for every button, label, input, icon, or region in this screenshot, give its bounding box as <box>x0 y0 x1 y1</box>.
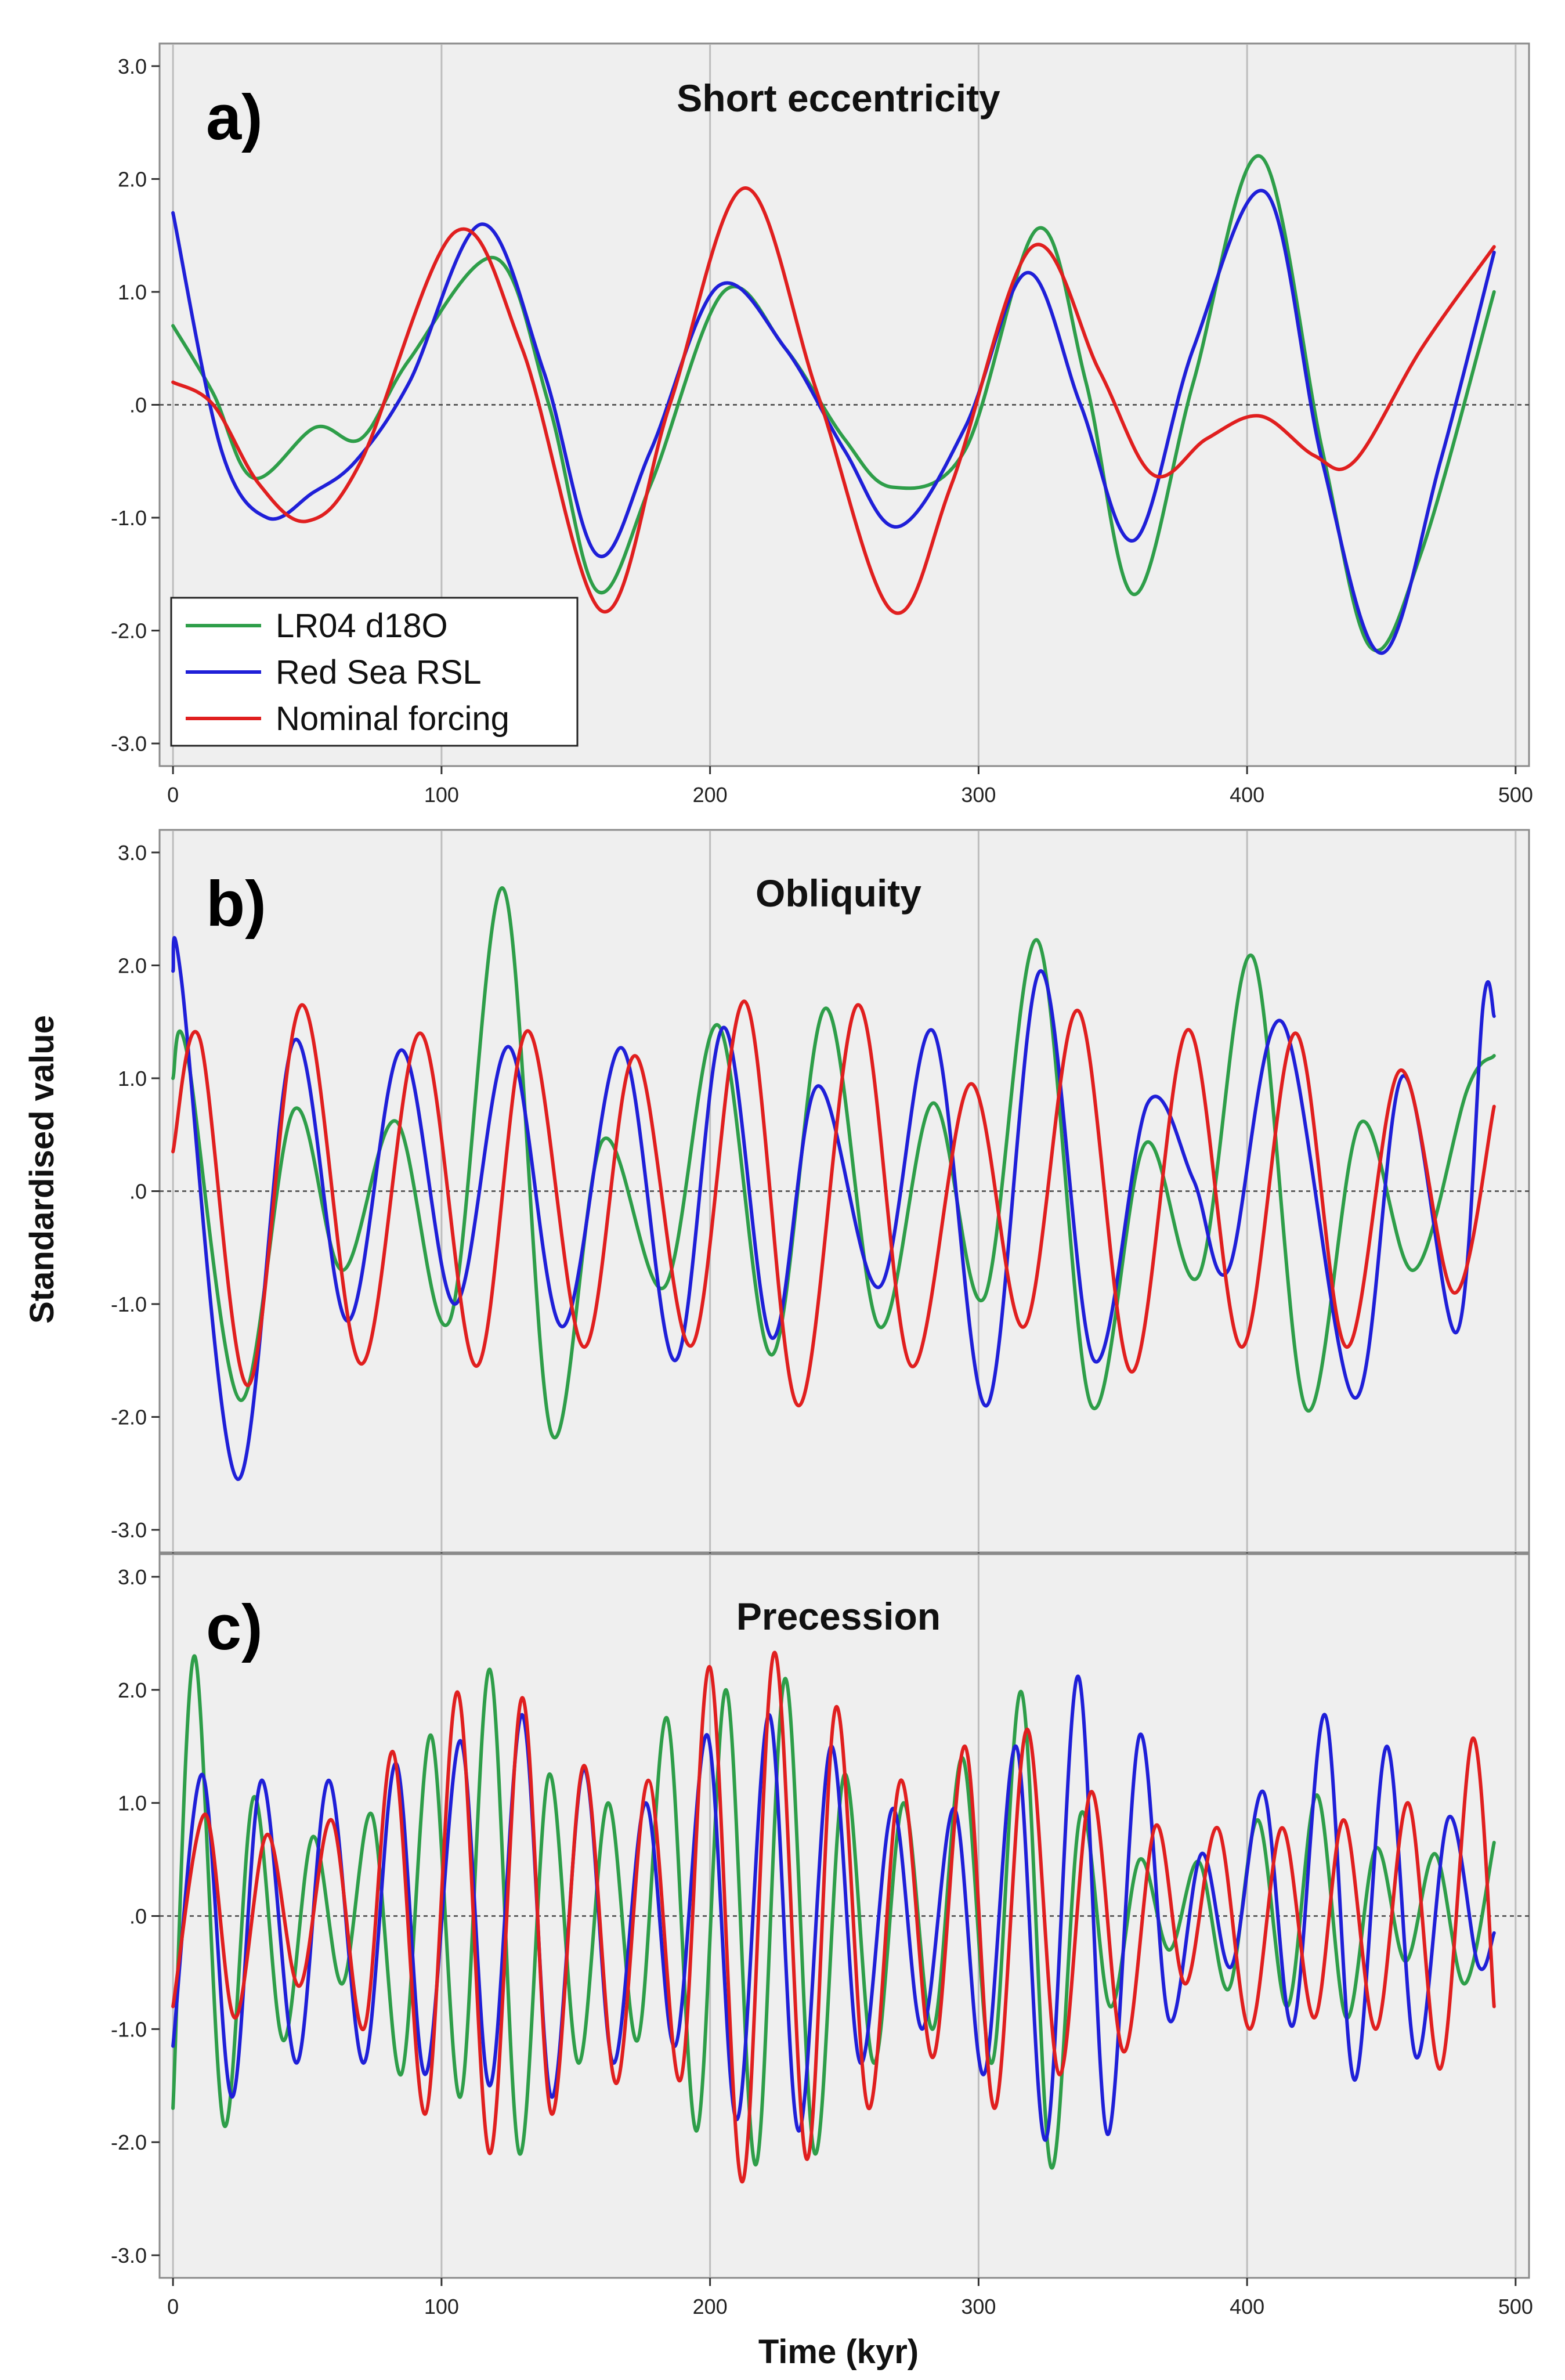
y-tick-label: -2.0 <box>111 619 147 643</box>
legend-label-nominal: Nominal forcing <box>276 700 509 738</box>
series-line-nominal-forcing <box>171 186 1496 615</box>
series-line-lr04-d18o <box>171 154 1496 653</box>
x-tick-label: 100 <box>424 2295 459 2318</box>
panel-title: Obliquity <box>756 872 921 915</box>
series-line-nominal-forcing <box>171 999 1496 1408</box>
x-tick-label: 500 <box>1498 2295 1533 2318</box>
x-tick-label: 400 <box>1230 783 1264 807</box>
panel-c: 0 100 200 300 400 5003.02.01.0.0-1.0-2.0-3.0 … <box>111 1553 1533 2318</box>
x-tick-label: 300 <box>961 2295 996 2318</box>
series-line-lr04-d18o <box>171 886 1496 1440</box>
series-line-nominal-forcing <box>171 1651 1496 2184</box>
y-tick-label: 1.0 <box>118 280 147 304</box>
legend-label-lr04: LR04 d18O <box>276 607 448 645</box>
series-line-red-sea-rsl <box>171 936 1496 1481</box>
y-tick-label: .0 <box>129 1905 147 1928</box>
x-tick-label: 400 <box>1230 2295 1264 2318</box>
y-tick-label: -1.0 <box>111 1292 147 1316</box>
y-tick-label: 1.0 <box>118 1792 147 1815</box>
series-lines <box>171 154 1496 655</box>
y-tick-label: 3.0 <box>118 55 147 78</box>
panel-label: b) <box>206 868 266 940</box>
panel-b: 3.0 2.0 1.0 .0 -1.0 -2.0 -3.0 b) Obliquity <box>111 829 1530 1561</box>
y-tick-label: -1.0 <box>111 506 147 530</box>
series-line-red-sea-rsl <box>171 189 1496 655</box>
y-tick-label: 2.0 <box>118 167 147 191</box>
x-tick-label: 100 <box>424 783 459 807</box>
y-tick-label: .0 <box>129 1180 147 1204</box>
y-tick-label: .0 <box>129 393 147 417</box>
y-tick-label: 3.0 <box>118 1565 147 1589</box>
legend-label-redsea: Red Sea RSL <box>276 653 482 691</box>
y-tick-label: -2.0 <box>111 2130 147 2154</box>
x-tick-label: 0 <box>167 783 179 807</box>
x-axis-label: Time (kyr) <box>758 2333 919 2371</box>
series-line-lr04-d18o <box>171 1654 1496 2170</box>
y-tick-label: 2.0 <box>118 954 147 977</box>
x-tick-label: 0 <box>167 2295 179 2318</box>
series-line-red-sea-rsl <box>171 1674 1496 2142</box>
y-tick-label: -3.0 <box>111 2244 147 2267</box>
series-lines <box>171 1651 1496 2184</box>
y-tick-label: 3.0 <box>118 841 147 865</box>
series-lines <box>171 886 1496 1481</box>
y-tick-label: -2.0 <box>111 1406 147 1429</box>
legend: LR04 d18O Red Sea RSL Nominal forcing <box>170 597 579 747</box>
axis-ticks: 0 100 200 300 400 500 3.0 2.0 1.0 .0 -1.0 -2.0 -3.0 <box>111 55 1533 807</box>
y-tick-label: -1.0 <box>111 2017 147 2041</box>
y-tick-label: -3.0 <box>111 732 147 756</box>
x-tick-label: 200 <box>693 783 728 807</box>
x-tick-label: 200 <box>693 2295 728 2318</box>
panel-label: a) <box>206 82 263 153</box>
y-axis-label: Standardised value <box>23 1015 61 1324</box>
x-tick-label: 300 <box>961 783 996 807</box>
y-tick-label: -3.0 <box>111 1518 147 1542</box>
axis-ticks: 0 100 200 300 400 500 3.0 2.0 1.0 .0 -1.0 -2.0 -3.0 <box>111 1565 1533 2318</box>
x-tick-label: 500 <box>1498 783 1533 807</box>
y-tick-label: 1.0 <box>118 1067 147 1090</box>
panel-label: c) <box>206 1592 263 1663</box>
y-tick-label: 2.0 <box>118 1678 147 1702</box>
axis-ticks: 3.0 2.0 1.0 .0 -1.0 -2.0 -3.0 <box>111 841 1517 1561</box>
panel-title: Short eccentricity <box>677 77 1000 120</box>
panel-title: Precession <box>736 1595 941 1638</box>
